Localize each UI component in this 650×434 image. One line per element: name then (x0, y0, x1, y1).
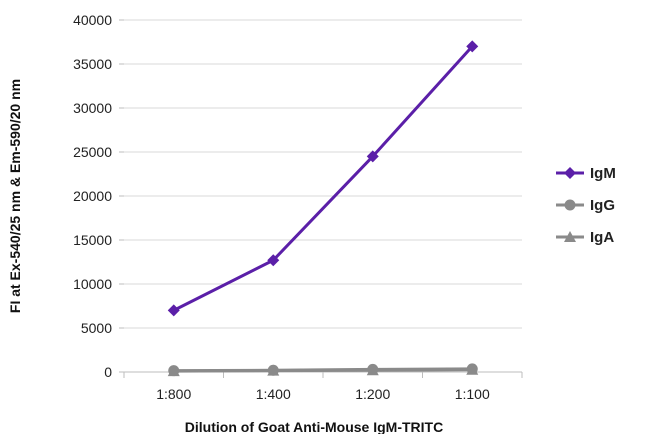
legend-item-igg: IgG (556, 197, 615, 214)
series-layer (167, 40, 479, 377)
grid-lines (124, 19, 522, 373)
y-tick-label: 30000 (73, 100, 112, 116)
data-point (366, 150, 379, 163)
data-point (168, 365, 180, 377)
y-tick-label: 5000 (81, 320, 112, 336)
data-point (167, 304, 180, 317)
x-tick-label: 1:400 (256, 386, 291, 402)
x-axis-ticks: 1:800 1:400 1:200 1:100 (123, 372, 523, 402)
data-point (267, 364, 279, 376)
x-tick-label: 1:200 (355, 386, 390, 402)
y-tick-label: 15000 (73, 232, 112, 248)
series-line (173, 367, 473, 373)
legend-item-iga: IgA (556, 229, 614, 246)
data-point (367, 363, 379, 375)
y-tick-label: 35000 (73, 56, 112, 72)
legend-label: IgG (590, 197, 615, 214)
series-igg (168, 363, 478, 377)
y-axis-ticks: 0 5000 10000 15000 20000 25000 30000 35000 40000 (73, 12, 124, 380)
y-axis-title: FI at Ex-540/25 nm & Em-590/20 nm (7, 79, 23, 313)
data-point (466, 40, 479, 53)
legend: IgM IgG IgA (556, 165, 616, 246)
y-tick-label: 20000 (73, 188, 112, 204)
legend-label: IgM (590, 165, 616, 182)
data-point (267, 254, 280, 267)
y-tick-label: 25000 (73, 144, 112, 160)
legend-marker (564, 231, 576, 242)
legend-marker (564, 167, 576, 179)
y-tick-label: 10000 (73, 276, 112, 292)
y-tick-label: 0 (104, 364, 112, 380)
x-axis-title: Dilution of Goat Anti-Mouse IgM-TRITC (185, 419, 443, 434)
legend-marker (564, 199, 576, 211)
series-igm (167, 40, 479, 317)
legend-label: IgA (590, 229, 614, 246)
series-line (173, 45, 474, 312)
legend-item-igm: IgM (556, 165, 616, 182)
x-tick-label: 1:800 (156, 386, 191, 402)
data-point (466, 363, 478, 375)
x-tick-label: 1:100 (455, 386, 490, 402)
y-tick-label: 40000 (73, 12, 112, 28)
